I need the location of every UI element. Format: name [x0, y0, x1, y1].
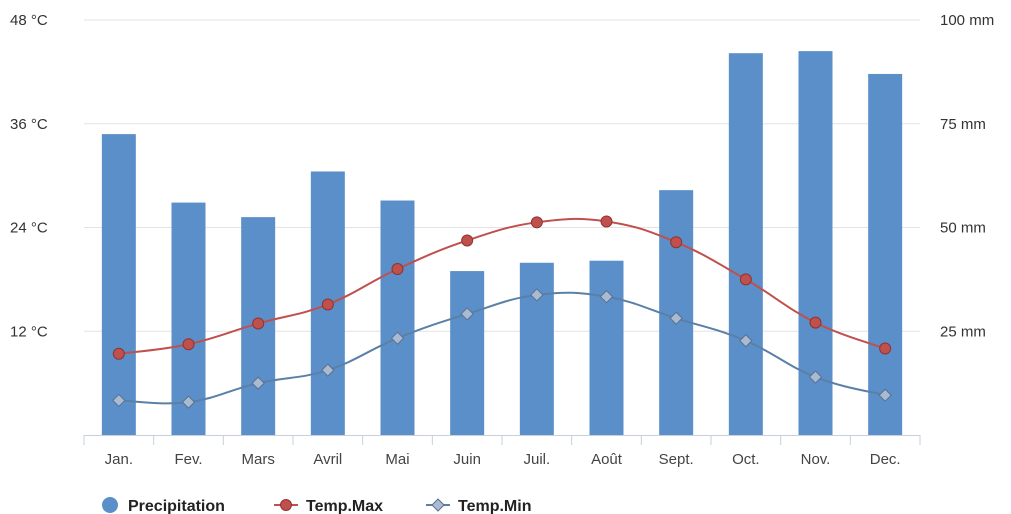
x-tick-label: Août: [591, 451, 623, 468]
x-tick-label: Dec.: [870, 451, 901, 468]
legend-precipitation-label[interactable]: Precipitation: [128, 498, 225, 514]
temp-min-line: [118, 291, 886, 405]
axes: 12 °C 24 °C 36 °C 48 °C 25 mm 50 mm 75 mm 100 m…: [10, 12, 994, 468]
temp-min-point[interactable]: [321, 363, 335, 377]
x-tick-label: Nov.: [801, 451, 831, 468]
temp-min-point[interactable]: [112, 393, 126, 408]
x-tick-label: Mai: [385, 451, 409, 468]
temp-max-point[interactable]: [391, 263, 404, 275]
precipitation-bar[interactable]: [380, 200, 415, 435]
precipitation-bar[interactable]: [450, 271, 485, 435]
precipitation-bars: [101, 51, 903, 435]
temp-min-point[interactable]: [808, 370, 823, 384]
x-tick-label: Oct.: [732, 451, 760, 468]
temp-max-point[interactable]: [321, 298, 334, 311]
temp-max-point[interactable]: [530, 216, 543, 229]
temperature-lines: [112, 215, 892, 409]
temp-min-point[interactable]: [669, 311, 683, 325]
y-right-tick-label: 50 mm: [940, 220, 986, 237]
x-tick-label: Avril: [313, 451, 342, 468]
legend-temp-max-label[interactable]: Temp.Max: [306, 498, 383, 514]
x-tick-label: Juil.: [523, 451, 550, 468]
y-right-tick-label: 25 mm: [940, 323, 986, 340]
temp-min-point[interactable]: [181, 395, 196, 409]
temp-min-point[interactable]: [878, 388, 892, 402]
y-left-tick-label: 12 °C: [10, 323, 48, 340]
x-tick-label: Fev.: [174, 451, 202, 468]
y-left-tick-label: 24 °C: [10, 220, 48, 237]
y-left-tick-label: 48 °C: [10, 12, 48, 29]
temp-max-point[interactable]: [739, 273, 752, 286]
x-tick-label: Mars: [241, 451, 274, 468]
x-tick-label: Jan.: [105, 451, 133, 468]
precipitation-bar[interactable]: [101, 134, 136, 435]
temp-max-point[interactable]: [112, 347, 125, 360]
temp-max-point[interactable]: [600, 215, 613, 228]
temp-max-point[interactable]: [461, 234, 474, 247]
temp-min-point[interactable]: [739, 334, 753, 348]
precipitation-bar[interactable]: [589, 260, 624, 435]
x-tick-label: Sept.: [659, 451, 694, 468]
legend[interactable]: Precipitation Temp.Max Temp.Min: [102, 497, 531, 514]
temp-min-point[interactable]: [251, 376, 265, 390]
precipitation-bar[interactable]: [728, 53, 763, 435]
temp-max-point[interactable]: [182, 338, 195, 351]
legend-temp-min-marker: [431, 498, 445, 512]
y-right-tick-label: 75 mm: [940, 116, 986, 133]
temp-min-point[interactable]: [599, 289, 614, 304]
temp-max-line: [118, 217, 886, 355]
grid: [84, 19, 920, 332]
y-right-tick-label: 100 mm: [940, 12, 994, 29]
legend-temp-max-marker: [280, 499, 292, 511]
temp-max-point[interactable]: [879, 342, 892, 355]
temp-min-point[interactable]: [460, 307, 474, 321]
x-tick-label: Juin: [453, 451, 481, 468]
y-left-tick-label: 36 °C: [10, 116, 48, 133]
temp-max-point[interactable]: [252, 317, 265, 330]
legend-temp-min-label[interactable]: Temp.Min: [458, 498, 531, 514]
temp-max-point[interactable]: [809, 316, 822, 329]
legend-precipitation-marker: [102, 497, 118, 513]
temp-min-point[interactable]: [530, 288, 544, 302]
precipitation-bar[interactable]: [868, 73, 903, 435]
temp-max-point[interactable]: [670, 236, 683, 249]
temp-min-point[interactable]: [390, 331, 405, 345]
